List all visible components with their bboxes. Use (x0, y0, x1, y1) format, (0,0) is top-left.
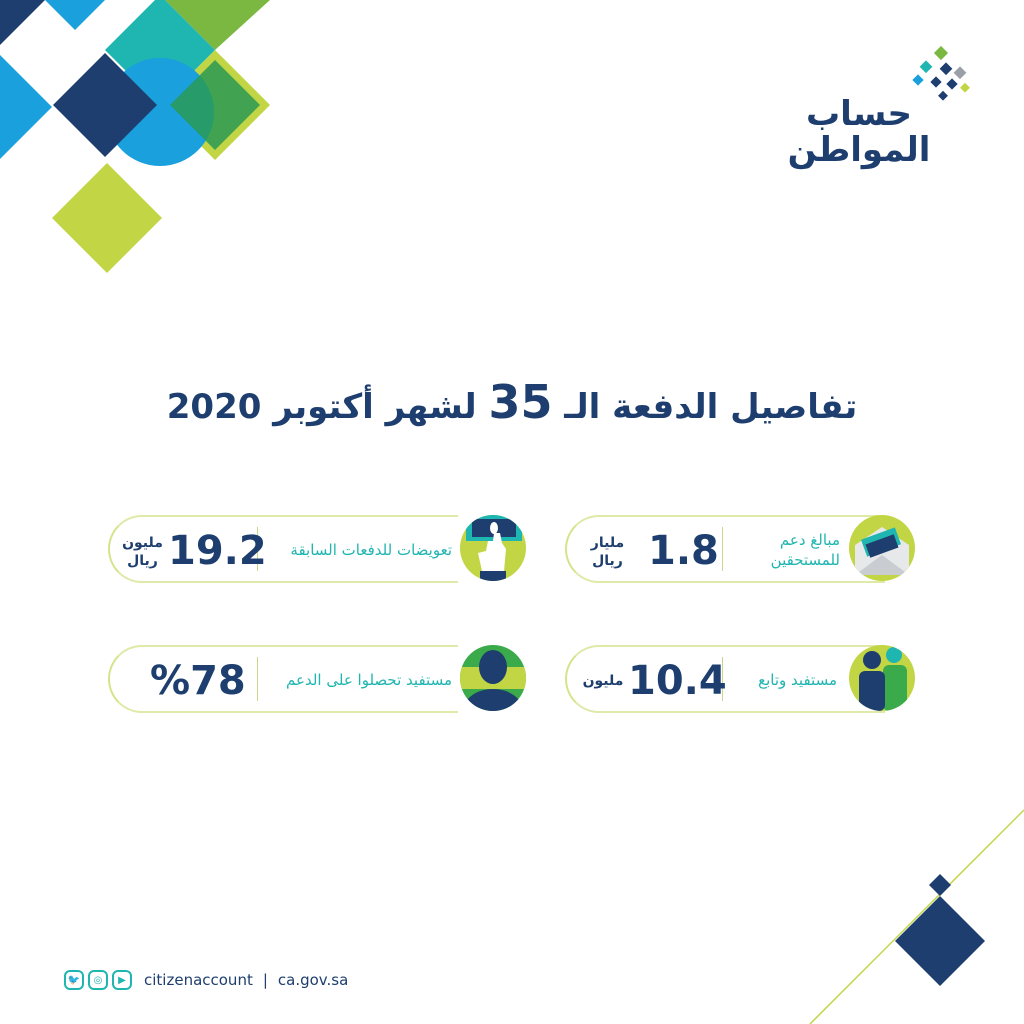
card-value: 1.8 (648, 528, 719, 574)
page-title: تفاصيل الدفعة الـ 35 لشهر أكتوبر 2020 (0, 375, 1024, 429)
divider (257, 657, 258, 701)
card-label: مستفيد وتابع (758, 671, 837, 689)
footer: 🐦 ◎ ▶ citizenaccount | ca.gov.sa (64, 970, 348, 990)
card-label: مستفيد تحصلوا على الدعم (286, 671, 452, 689)
divider (257, 527, 258, 571)
youtube-icon[interactable]: ▶ (112, 970, 132, 990)
divider (722, 527, 723, 571)
user-icon (460, 645, 526, 711)
stat-card-percentage (108, 645, 458, 713)
stat-card-compensation (108, 515, 458, 583)
logo-text: حساب المواطن (774, 96, 944, 168)
social-handle[interactable]: citizenaccount (144, 971, 253, 989)
card-unit: مليون (582, 673, 624, 689)
logo-line1: حساب (805, 94, 913, 134)
card-unit: مليار ريال (590, 535, 625, 569)
people-icon (849, 645, 915, 711)
separator: | (262, 971, 268, 989)
twitter-icon[interactable]: 🐦 (64, 970, 84, 990)
envelope-money-icon (849, 515, 915, 581)
divider (722, 657, 723, 701)
title-suffix: لشهر أكتوبر 2020 (166, 387, 477, 427)
hand-money-icon (460, 515, 526, 581)
title-prefix: تفاصيل الدفعة الـ (564, 387, 858, 427)
decorative-diamonds-bottom-right (809, 809, 1024, 1024)
card-unit: مليون ريال (122, 535, 163, 569)
title-number: 35 (488, 375, 553, 429)
stat-card-support-amount (565, 515, 885, 583)
card-label: تعويضات للدفعات السابقة (290, 541, 452, 559)
card-value: 19.2 (168, 528, 267, 574)
website-link[interactable]: ca.gov.sa (277, 971, 349, 989)
stat-card-beneficiaries (565, 645, 885, 713)
instagram-icon[interactable]: ◎ (88, 970, 108, 990)
card-label: مبالغ دعم للمستحقين (770, 531, 840, 569)
logo-mark-icon (912, 46, 970, 101)
logo-line2: المواطن (787, 130, 931, 170)
card-value: %78 (150, 658, 246, 704)
decorative-diamonds-top-left (0, 0, 270, 273)
card-value: 10.4 (628, 658, 727, 704)
